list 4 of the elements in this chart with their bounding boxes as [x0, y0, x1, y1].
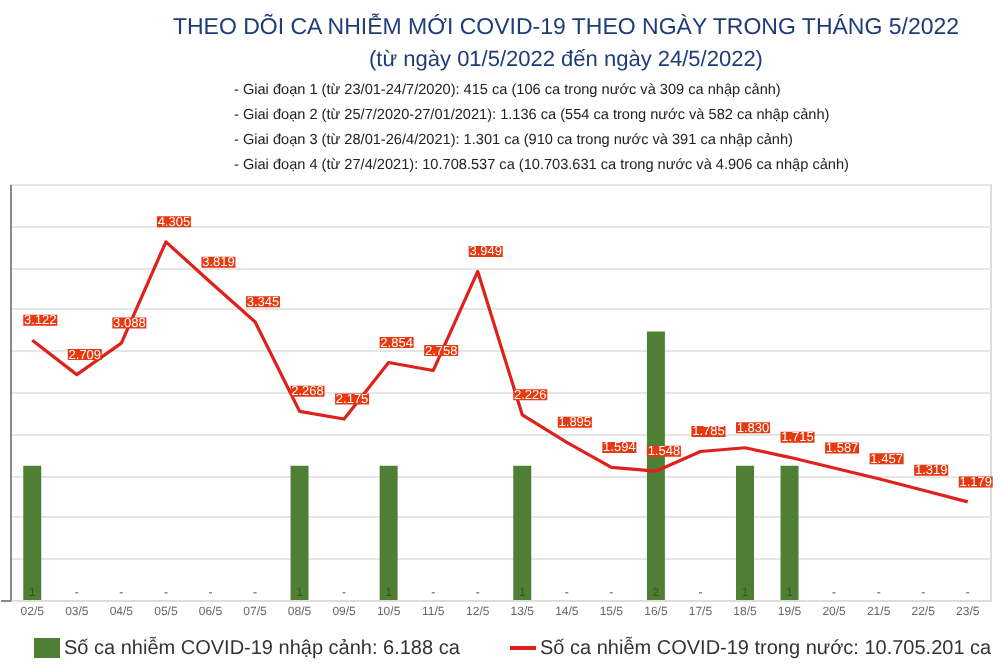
chart-subtitle: (từ ngày 01/5/2022 đến ngày 24/5/2022) [369, 48, 763, 72]
legend-label: Số ca nhiễm COVID-19 trong nước: 10.705.201 ca [540, 636, 993, 660]
chart-title: THEO DÕI CA NHIỄM MỚI COVID-19 THEO NGÀY TRONG THÁNG 5/2022 [172, 12, 960, 40]
legend-label: Số ca nhiễm COVID-19 nhập cảnh: 6.188 ca [64, 636, 461, 660]
